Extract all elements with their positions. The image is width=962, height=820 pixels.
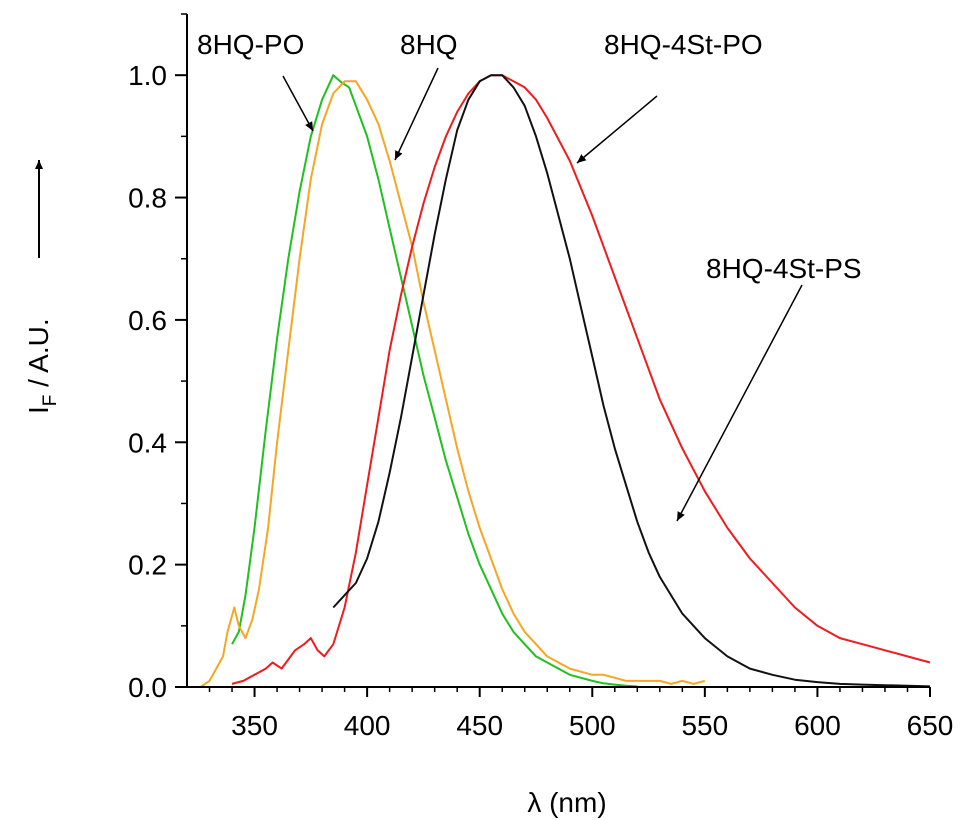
y-tick-label: 0.6	[128, 305, 167, 336]
annotation-8hq-4st-ps-arrow	[676, 284, 803, 522]
annotations: 8HQ-PO 8HQ 8HQ-4St-PO 8HQ-4St-PS	[197, 29, 862, 522]
x-tick-label: 450	[456, 710, 503, 741]
y-axis-label-subscript: F	[40, 395, 61, 407]
annotation-8hq-po-arrow	[282, 75, 314, 132]
y-axis-title: IF / A.U.	[23, 160, 61, 414]
y-tick-label: 0.8	[128, 183, 167, 214]
annotation-8hq-label: 8HQ	[400, 29, 458, 60]
x-tick-label: 400	[344, 710, 391, 741]
y-tick-label: 0.2	[128, 550, 167, 581]
series-line-8hq-4st-ps	[332, 74, 931, 688]
x-tick-label: 500	[569, 710, 616, 741]
x-tick-label: 650	[907, 710, 954, 741]
y-tick-label: 0.4	[128, 427, 167, 458]
series-line-8hq	[191, 80, 706, 688]
series-line-8hq-4st-po	[231, 74, 931, 685]
plot-area	[191, 74, 931, 688]
y-ticks: 0.0 0.2 0.4 0.6 0.8 1.0	[128, 13, 187, 703]
series-line-8hq-po	[231, 74, 638, 688]
annotation-8hq-po-label: 8HQ-PO	[197, 29, 304, 60]
annotation-8hq-4st-po-label: 8HQ-4St-PO	[604, 29, 763, 60]
y-axis-label-unit: / A.U.	[23, 318, 54, 394]
annotation-8hq-4st-po-arrow	[576, 95, 658, 164]
x-tick-label: 600	[794, 710, 841, 741]
annotation-8hq-arrow	[394, 67, 439, 161]
svg-text:IF / A.U.: IF / A.U.	[23, 318, 61, 414]
x-ticks: 350 400 450 500 550 600 650	[208, 687, 954, 741]
y-axis-label: I	[23, 406, 54, 414]
y-tick-label: 1.0	[128, 60, 167, 91]
y-tick-label: 0.0	[128, 672, 167, 703]
x-tick-label: 550	[681, 710, 728, 741]
x-axis-label: λ (nm)	[527, 787, 606, 818]
x-tick-label: 350	[231, 710, 278, 741]
annotation-8hq-4st-ps-label: 8HQ-4St-PS	[706, 253, 862, 284]
